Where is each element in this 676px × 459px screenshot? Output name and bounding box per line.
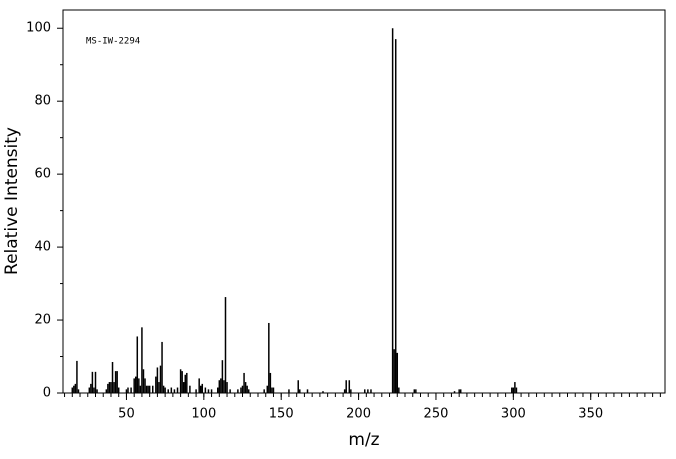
y-tick-label: 100 [26, 21, 51, 36]
y-tick-label: 20 [34, 313, 51, 328]
x-tick-label: 250 [424, 407, 449, 422]
x-tick-label: 200 [346, 407, 371, 422]
y-tick-label: 0 [43, 386, 51, 401]
x-tick-label: 350 [578, 407, 603, 422]
y-tick-label: 80 [34, 94, 51, 109]
x-axis-label: m/z [348, 430, 379, 450]
x-tick-label: 100 [191, 407, 216, 422]
x-tick-label: 50 [118, 407, 135, 422]
y-axis-label: Relative Intensity [2, 127, 22, 275]
x-tick-label: 300 [501, 407, 526, 422]
y-tick-label: 60 [34, 167, 51, 182]
annotation: MS-IW-2294 [86, 37, 140, 47]
y-tick-label: 40 [34, 240, 51, 255]
x-tick-label: 150 [269, 407, 294, 422]
plot-frame [62, 9, 666, 394]
